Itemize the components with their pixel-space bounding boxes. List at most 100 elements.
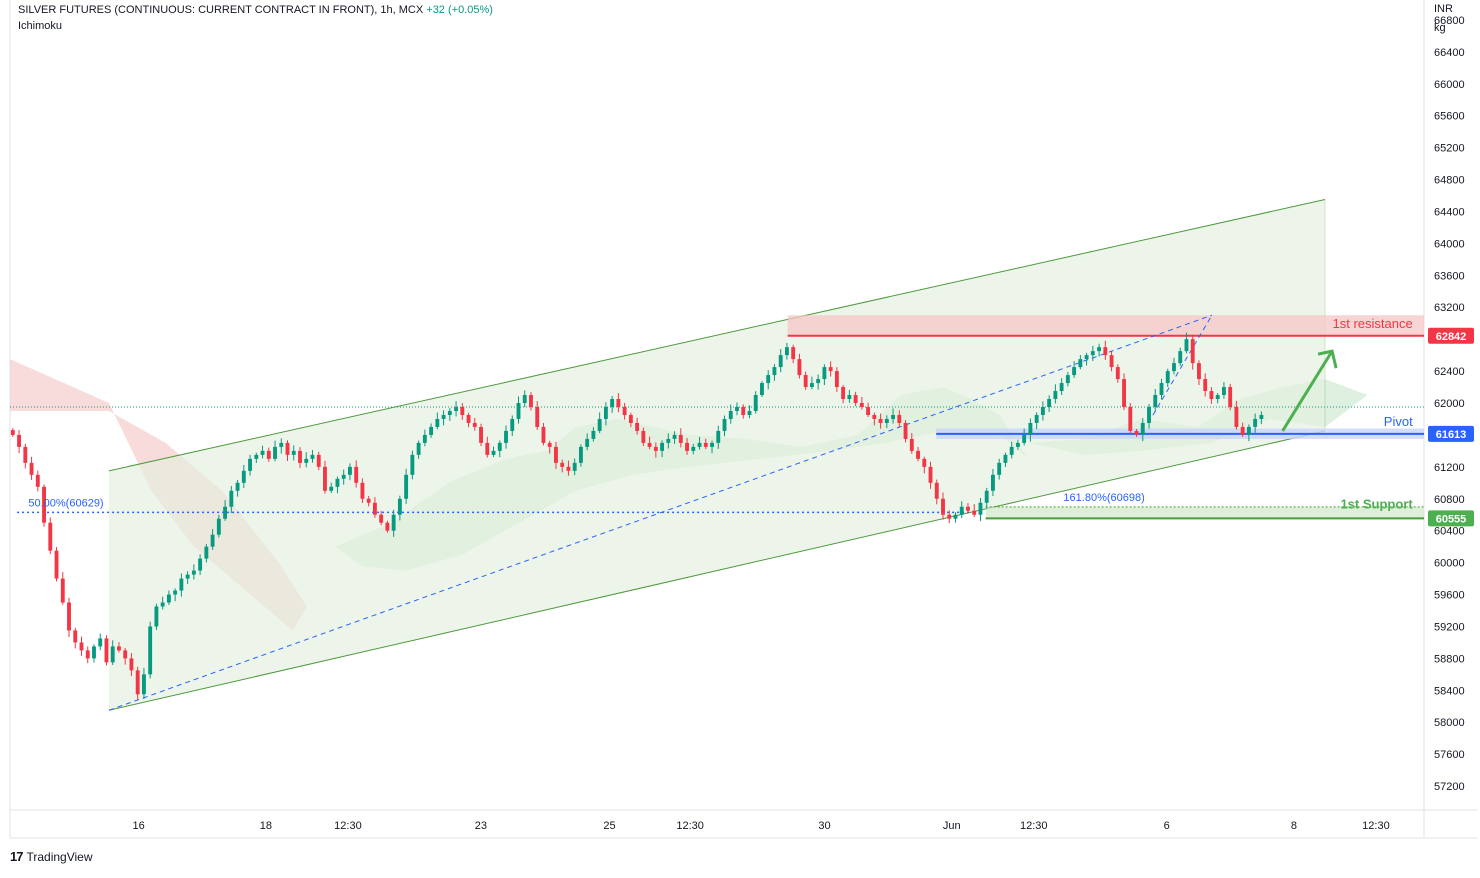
candle-body xyxy=(622,406,627,415)
candle-body xyxy=(635,422,640,431)
candle-body xyxy=(1053,391,1058,400)
candle xyxy=(760,381,764,398)
support-zone xyxy=(985,506,1424,519)
candle xyxy=(859,396,864,410)
candle-body xyxy=(379,514,384,523)
candle xyxy=(441,410,446,426)
candle xyxy=(897,410,902,428)
price-tick-label: 58800 xyxy=(1434,653,1465,665)
candle-body xyxy=(1140,422,1145,435)
candle-body xyxy=(529,395,533,407)
candle-body xyxy=(953,514,958,519)
candle-body xyxy=(185,574,190,579)
candle xyxy=(416,440,421,459)
candle-body xyxy=(235,482,240,491)
candle-body xyxy=(678,434,683,443)
candle-body xyxy=(148,626,153,675)
time-tick-label: 6 xyxy=(1164,820,1170,832)
time-tick-label: 23 xyxy=(475,820,487,832)
candle xyxy=(42,484,46,527)
price-tick-label: 59600 xyxy=(1434,590,1465,602)
candle-body xyxy=(1122,379,1126,407)
candle-body xyxy=(216,518,221,535)
candle xyxy=(660,440,665,458)
candle xyxy=(554,441,558,469)
candle xyxy=(1221,382,1226,399)
candle-body xyxy=(591,430,596,439)
price-tick-label: 59200 xyxy=(1434,621,1465,633)
fib-161-label: 161.80%(60698) xyxy=(1063,492,1144,504)
candle-body xyxy=(1103,347,1108,356)
candle xyxy=(60,572,65,605)
candle-body xyxy=(1165,371,1170,384)
candle xyxy=(766,370,771,390)
candle-body xyxy=(123,650,128,659)
candle-body xyxy=(716,430,721,443)
candle xyxy=(566,460,571,476)
time-tick-label: 8 xyxy=(1291,820,1297,832)
candle xyxy=(966,503,970,514)
candle-body xyxy=(1253,418,1258,427)
indicator-label[interactable]: Ichimoku xyxy=(18,20,63,32)
candle-body xyxy=(841,387,846,400)
candle xyxy=(691,443,696,455)
candle-body xyxy=(728,410,733,419)
candle-body xyxy=(298,450,302,463)
price-tick-label: 64000 xyxy=(1434,238,1465,250)
candle-body xyxy=(803,375,808,388)
candle xyxy=(1246,424,1251,442)
tradingview-branding[interactable]: 17 TradingView xyxy=(10,849,93,864)
candle-body xyxy=(785,347,789,356)
candle xyxy=(1015,439,1020,450)
candle xyxy=(872,412,877,426)
candle-body xyxy=(859,403,864,407)
candle-body xyxy=(572,462,577,471)
price-tick-label: 63200 xyxy=(1434,302,1465,314)
candle xyxy=(941,492,945,520)
price-tick-label: 65600 xyxy=(1434,111,1465,123)
level-price-label: 61613 xyxy=(1436,429,1467,441)
candle-body xyxy=(366,498,371,503)
candle-body xyxy=(1134,430,1139,435)
candle xyxy=(1240,422,1245,438)
candle xyxy=(978,497,983,522)
candle-body xyxy=(354,466,359,483)
candle xyxy=(223,500,228,521)
candle xyxy=(166,590,171,605)
candle xyxy=(1178,347,1183,366)
candle-body xyxy=(928,466,933,483)
chart-title: SILVER FUTURES (CONTINUOUS: CURRENT CONT… xyxy=(18,4,493,16)
candle xyxy=(716,425,721,449)
candle xyxy=(1065,372,1070,387)
candle xyxy=(229,486,234,514)
candle-body xyxy=(872,414,877,419)
candle-body xyxy=(741,406,746,415)
candle xyxy=(1159,378,1164,400)
candle xyxy=(454,401,459,417)
candle-body xyxy=(248,458,252,471)
candle-body xyxy=(85,650,90,659)
candle-body xyxy=(497,442,502,451)
candle xyxy=(953,512,958,523)
candle xyxy=(928,461,933,489)
time-tick-label: 12:30 xyxy=(1362,820,1390,832)
candle xyxy=(285,440,290,462)
resistance-zone xyxy=(787,315,1424,336)
candle xyxy=(135,666,140,700)
candle-body xyxy=(404,474,409,499)
candle-body xyxy=(447,410,452,415)
candle-body xyxy=(1203,379,1208,392)
candle xyxy=(1140,418,1145,442)
candle xyxy=(741,404,746,419)
candle-body xyxy=(778,355,783,368)
candle xyxy=(728,404,733,424)
candle xyxy=(597,412,602,434)
candle-body xyxy=(1178,351,1183,364)
time-tick-label: 16 xyxy=(133,820,145,832)
symbol-title: SILVER FUTURES (CONTINUOUS: CURRENT CONT… xyxy=(18,4,424,16)
candle xyxy=(372,497,377,518)
candle xyxy=(17,429,22,454)
candle xyxy=(735,402,739,416)
